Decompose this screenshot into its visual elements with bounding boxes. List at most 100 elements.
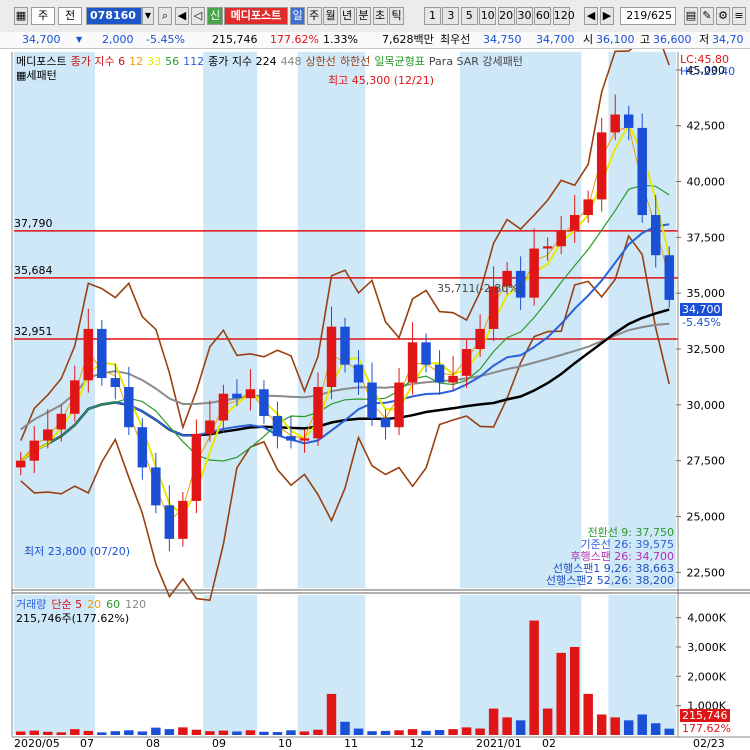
- volume-bar-14: [205, 731, 215, 735]
- menu-icon[interactable]: ≡: [732, 7, 746, 25]
- grid-icon[interactable]: ▦: [14, 7, 28, 25]
- interval-button-1[interactable]: 1: [424, 7, 441, 25]
- candle-46: [637, 127, 647, 216]
- volume-legend-item-1: 단순 5: [51, 598, 83, 611]
- prev-button[interactable]: 전: [58, 7, 82, 25]
- interval-button-10[interactable]: 10: [479, 7, 497, 25]
- interval-button-120[interactable]: 120: [552, 7, 575, 25]
- volume-bar-15: [218, 730, 229, 735]
- sound-icon[interactable]: ◀: [175, 7, 189, 25]
- scroll-left-icon[interactable]: ◀: [584, 7, 598, 25]
- high-marker: 최고 45,300 (12/21): [328, 74, 435, 87]
- search-icon[interactable]: ⌕: [158, 7, 172, 25]
- date-label-5: 11: [344, 737, 358, 750]
- volume-bar-29: [407, 729, 418, 735]
- candle-0: [16, 460, 26, 468]
- period-tab-4[interactable]: 분: [356, 7, 371, 25]
- interval-button-5[interactable]: 5: [460, 7, 478, 25]
- candle-19: [272, 416, 283, 437]
- legend-item-2: 12: [129, 55, 144, 68]
- candle-44: [610, 114, 620, 133]
- lower-band-line: [20, 234, 670, 602]
- candle-40: [556, 230, 566, 247]
- y-tick-label-1: 42,500: [687, 120, 726, 133]
- period-tab-3[interactable]: 년: [339, 7, 355, 25]
- candle-45: [623, 114, 634, 128]
- date-label-6: 12: [410, 737, 424, 750]
- candle-24: [340, 326, 350, 365]
- volume-legend-item-3: 60: [106, 598, 121, 611]
- price: 34,700: [22, 33, 61, 46]
- upper-band-line: [20, 49, 670, 441]
- candle-29: [407, 342, 418, 383]
- chart-icon[interactable]: ▤: [684, 7, 698, 25]
- candle-48: [664, 255, 674, 300]
- candle-16: [232, 393, 242, 399]
- candle-4: [70, 380, 80, 414]
- volume-bar-25: [353, 728, 364, 735]
- settings-icon[interactable]: ⚙: [716, 7, 730, 25]
- volume-bar-31: [434, 730, 445, 735]
- stock-code-input[interactable]: 078160: [86, 7, 142, 25]
- volume-bar-41: [569, 646, 580, 735]
- volume-bar-37: [515, 720, 526, 735]
- turnover: 1.33%: [323, 33, 358, 46]
- candle-22: [313, 387, 323, 439]
- volume-tag: 215,746: [680, 709, 730, 722]
- date-label-2: 08: [146, 737, 160, 750]
- period-tab-6[interactable]: 틱: [389, 7, 404, 25]
- volume-month-band-4: [608, 595, 676, 735]
- candle-26: [367, 382, 377, 419]
- candle-39: [542, 246, 553, 249]
- volume-bar-42: [583, 693, 593, 735]
- open-price: 36,100: [596, 33, 635, 46]
- current-price-tag: 34,700: [680, 303, 722, 316]
- legend-item-6: 종가 지수 224: [208, 55, 277, 68]
- chart-legend: 메디포스트 종가 지수 6 12 33 56 112 종가 지수 224 448 상한선 하한선 일…: [16, 53, 527, 68]
- ichimoku-line-2: 후행스팬 26: 34,700: [570, 550, 674, 563]
- volume-bar-22: [313, 729, 323, 735]
- date-label-0: 2020/05: [14, 737, 60, 750]
- y-tick-label-6: 30,000: [687, 399, 726, 412]
- period-tab-1[interactable]: 주: [306, 7, 322, 25]
- volume-bar-40: [556, 652, 566, 735]
- type-select[interactable]: 주: [31, 7, 55, 25]
- interval-button-60[interactable]: 60: [534, 7, 552, 25]
- interval-button-30[interactable]: 30: [516, 7, 533, 25]
- volume-bar-20: [286, 730, 296, 735]
- ichimoku-values: 전환선 9: 37,750 기준선 26: 39,575 후행스팬 26: 34,7…: [546, 527, 674, 587]
- tools-icon[interactable]: ✎: [700, 7, 714, 25]
- best-bid: 34,700: [536, 33, 575, 46]
- volume-bar-2: [43, 731, 53, 735]
- scroll-right-icon[interactable]: ▶: [600, 7, 614, 25]
- volume-legend: 거래량 단순 5 20 60 120: [16, 596, 151, 611]
- candle-35: [488, 286, 499, 329]
- period-tab-5[interactable]: 초: [372, 7, 388, 25]
- period-tab-0[interactable]: 일: [290, 7, 305, 25]
- sin-label[interactable]: 신: [207, 7, 223, 25]
- candle-18: [259, 389, 269, 417]
- ichimoku-line-3: 선행스팬1 9,26: 38,663: [552, 562, 674, 575]
- period-tab-2[interactable]: 월: [323, 7, 338, 25]
- volume-month-band-1: [203, 595, 258, 735]
- legend-item-9: 하한선: [339, 55, 371, 68]
- chevron-down-icon[interactable]: ▼: [142, 7, 154, 25]
- y-tick-label-7: 27,500: [687, 455, 726, 468]
- candle-38: [529, 248, 539, 298]
- candle-17: [245, 389, 256, 399]
- candle-27: [380, 418, 391, 428]
- volume-bar-43: [596, 714, 607, 735]
- y-tick-label-2: 40,000: [687, 176, 726, 189]
- volume-bar-38: [529, 620, 539, 735]
- interval-button-20[interactable]: 20: [497, 7, 515, 25]
- candle-37: [515, 270, 526, 298]
- y-tick-label-3: 37,500: [687, 231, 726, 244]
- volume-month-band-0: [14, 595, 96, 735]
- volume-bar-8: [124, 730, 134, 735]
- interval-button-3[interactable]: 3: [442, 7, 460, 25]
- legend-item-10: 일목균형표: [374, 55, 425, 68]
- volume-current: 215,746주(177.62%): [16, 612, 130, 625]
- candle-30: [421, 342, 431, 365]
- back-icon[interactable]: ◁: [191, 7, 205, 25]
- price-chart[interactable]: 45,000 42,500 40,000 37,500 35,000 32,500 30,0…: [0, 49, 750, 750]
